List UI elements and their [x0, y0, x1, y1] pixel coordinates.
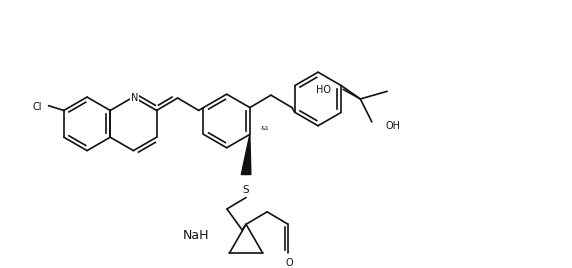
Text: &1: &1: [260, 126, 269, 131]
Text: S: S: [243, 185, 249, 195]
Text: OH: OH: [385, 121, 400, 131]
Text: NaH: NaH: [183, 229, 209, 242]
Polygon shape: [241, 134, 251, 174]
Text: HO: HO: [316, 85, 331, 95]
Text: O: O: [285, 258, 293, 267]
Text: N: N: [130, 93, 138, 103]
Text: Cl: Cl: [32, 102, 42, 111]
